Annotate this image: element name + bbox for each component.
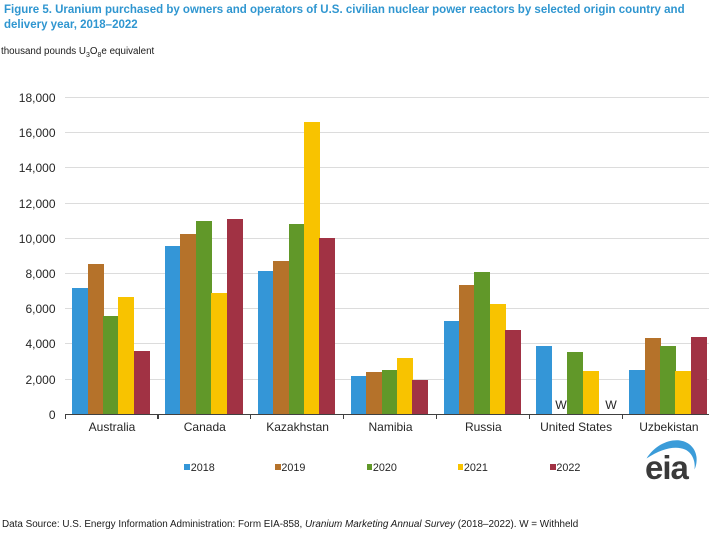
svg-text:eia: eia [645, 449, 690, 486]
